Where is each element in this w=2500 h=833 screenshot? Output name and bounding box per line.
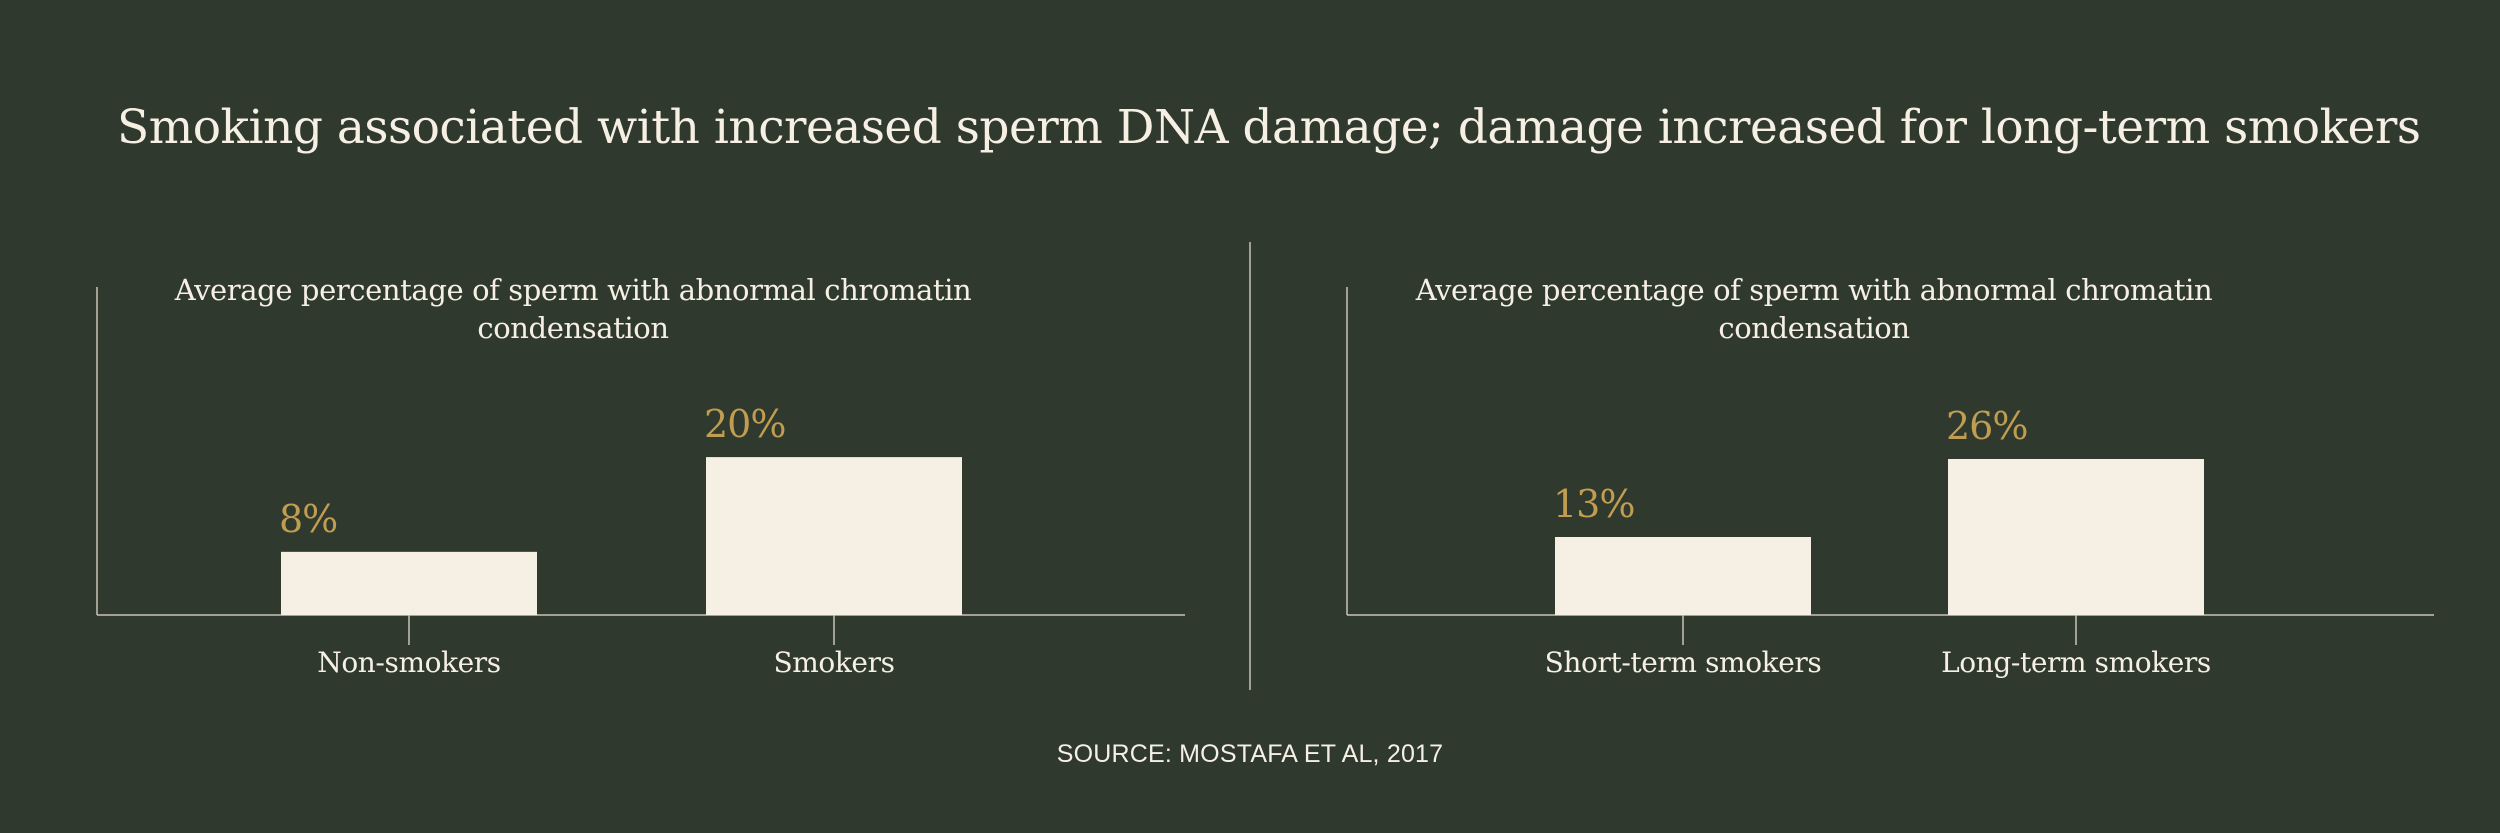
bar bbox=[1948, 459, 2204, 615]
bar-value-label: 20% bbox=[704, 402, 785, 446]
chart-title-line: Average percentage of sperm with abnorma… bbox=[1415, 273, 2213, 307]
bar bbox=[706, 457, 962, 615]
chart-title-line: Average percentage of sperm with abnorma… bbox=[174, 273, 972, 307]
bar bbox=[1555, 537, 1811, 615]
bar-value-label: 8% bbox=[279, 497, 337, 541]
chart-title-line: condensation bbox=[1718, 311, 1909, 345]
source-note: SOURCE: MOSTAFA ET AL, 2017 bbox=[1056, 740, 1444, 768]
x-tick-label: Long-term smokers bbox=[1941, 646, 2211, 679]
x-tick-label: Short-term smokers bbox=[1545, 646, 1822, 679]
chart-title-line: condensation bbox=[477, 311, 668, 345]
x-tick-label: Non-smokers bbox=[317, 646, 501, 679]
bar-value-label: 26% bbox=[1946, 404, 2027, 448]
bar-value-label: 13% bbox=[1553, 482, 1634, 526]
bar bbox=[281, 551, 537, 615]
page-title: Smoking associated with increased sperm … bbox=[117, 100, 2421, 155]
x-tick-label: Smokers bbox=[773, 646, 894, 679]
